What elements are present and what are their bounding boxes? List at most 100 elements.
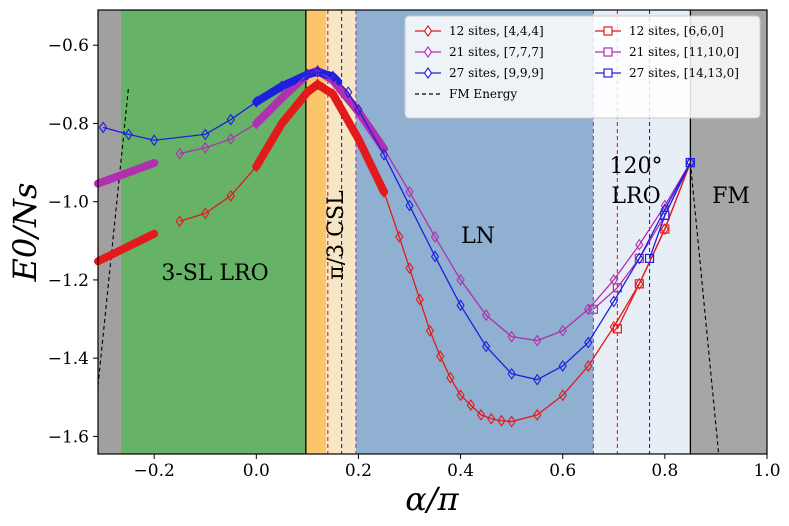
region-label-3sl: 3-SL LRO [161,261,268,286]
data-point-4-7 [303,68,312,81]
data-point-1-0 [612,324,622,334]
x-tick-label-6: 1.0 [753,461,780,481]
data-point-4-12 [379,148,389,161]
data-point-4-21 [609,295,618,308]
legend-marker-0 [423,25,433,37]
legend-label-1: 12 sites, [6,6,0] [629,24,724,38]
data-point-0-18 [476,408,486,421]
data-point-2-2 [226,133,235,146]
data-point-2-6 [313,64,322,77]
data-point-0-8 [354,133,363,146]
data-point-4-0 [98,121,108,134]
data-point-0-11 [405,262,414,275]
data-point-0-15 [446,371,455,384]
data-point-2-19 [635,238,644,251]
data-point-2-17 [584,303,593,316]
data-point-2-0 [175,147,184,160]
data-point-2-12 [456,273,465,286]
y-tick-label-4: −1.4 [48,349,89,369]
legend-label-4: 27 sites, [9,9,9] [449,66,544,80]
legend: 12 sites, [4,4,4] 12 sites, [6,6,0] 21 sit… [404,15,761,119]
data-point-4-1 [124,128,133,141]
region-label-fm: FM [712,184,750,209]
data-point-0-6 [313,78,322,91]
x-tick-label-3: 0.4 [447,461,474,481]
data-point-4-10 [344,86,353,99]
data-point-2-16 [558,324,567,337]
data-point-4-2 [150,134,159,147]
legend-label-2: 21 sites, [7,7,7] [449,45,544,59]
data-point-4-6 [277,80,287,93]
region-csl [305,10,327,454]
data-point-4-13 [405,199,414,212]
data-point-2-10 [405,185,414,198]
data-point-4-14 [430,250,440,263]
data-point-0-27 [660,223,670,236]
data-point-0-5 [303,86,312,99]
region-label-120: 120° [610,154,663,179]
y-tick-label-0: −0.6 [48,36,89,56]
data-point-0-12 [415,293,424,306]
data-point-3-0 [588,304,598,314]
data-point-4-8 [313,65,322,78]
data-point-0-10 [395,230,404,243]
data-point-0-2 [226,189,235,202]
data-point-4-22 [635,252,644,265]
x-tick-label-2: 0.2 [345,461,372,481]
data-point-4-3 [201,128,210,141]
legend-marker-4 [423,67,433,79]
data-point-1-2 [660,224,670,234]
data-point-2-8 [354,105,363,118]
series-line-4 [102,71,691,381]
region-label-ln: LN [461,224,495,249]
data-point-5-2 [685,157,695,168]
data-point-2-14 [507,330,516,343]
data-point-0-24 [584,360,593,372]
y-tick-label-1: −0.8 [48,114,89,134]
data-point-2-15 [533,334,542,347]
data-point-2-1 [201,141,210,154]
legend-label-5: 27 sites, [14,13,0] [629,66,739,80]
x-tick-label-0: −0.2 [134,461,175,481]
data-point-0-0 [175,215,184,228]
data-point-0-1 [201,207,210,220]
data-point-0-7 [328,88,338,101]
legend-marker-3 [603,47,613,57]
data-point-0-22 [533,408,542,421]
data-point-2-4 [277,92,287,104]
legend-marker-5 [603,68,613,78]
region-label-csl: π/3 CSL [324,190,349,280]
data-point-0-16 [456,389,465,402]
data-point-0-14 [435,350,445,363]
data-point-0-9 [379,185,389,198]
data-point-2-3 [252,117,261,130]
data-point-0-26 [635,277,644,290]
data-point-5-0 [644,253,655,264]
series-line-0 [179,83,692,423]
data-point-0-19 [487,412,496,425]
legend-marker-2 [423,46,433,58]
region-gray-left [98,10,121,454]
data-point-4-18 [533,373,542,386]
data-point-2-13 [481,309,491,322]
data-point-0-17 [466,399,475,412]
legend-label-0: 12 sites, [4,4,4] [449,24,544,38]
data-point-4-15 [456,299,465,312]
x-tick-label-1: 0.0 [243,461,270,481]
data-point-4-17 [507,367,516,380]
y-tick-label-2: −1.0 [48,193,89,213]
data-point-0-4 [277,117,287,130]
thick-band-0 [94,229,159,266]
data-point-4-9 [328,70,338,83]
data-point-0-23 [558,389,567,402]
data-point-2-11 [430,230,440,243]
data-point-4-24 [686,156,695,169]
data-point-0-3 [252,160,261,173]
data-point-4-16 [481,340,491,353]
data-point-4-19 [558,360,567,372]
legend-label-3: 21 sites, [11,10,0] [629,45,739,59]
data-point-0-20 [497,414,506,427]
legend-label-6: FM Energy [449,87,517,101]
series-line-1 [616,162,692,330]
